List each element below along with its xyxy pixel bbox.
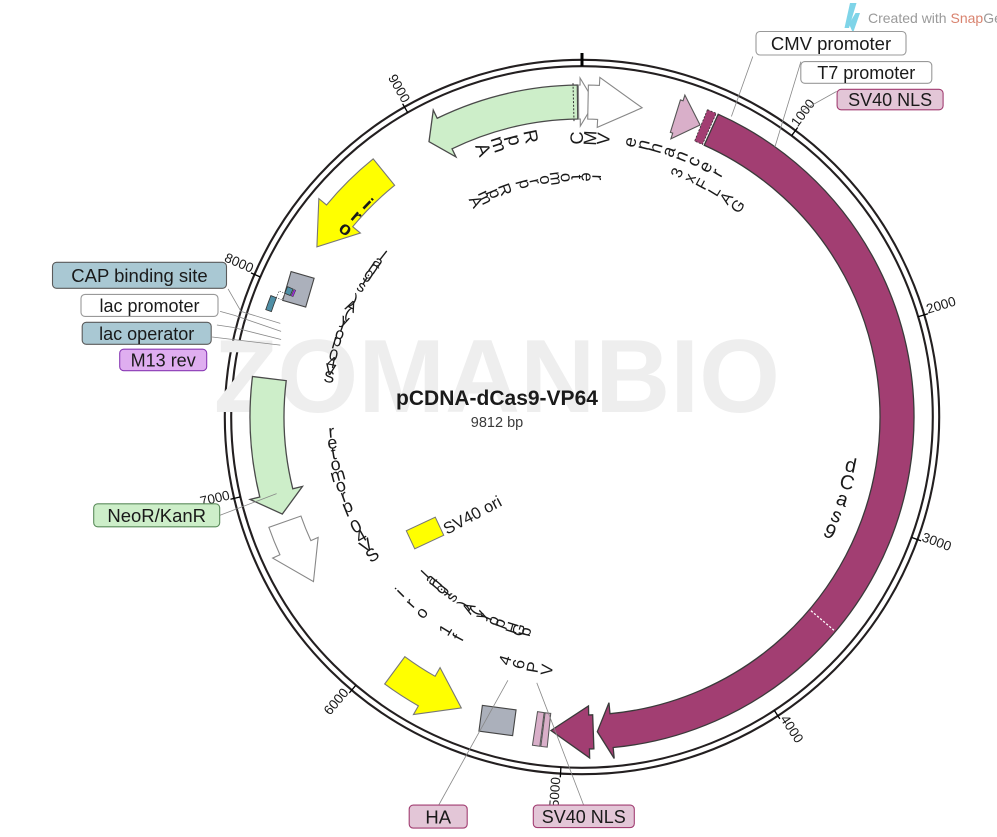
svg-text:lac promoter: lac promoter: [99, 296, 199, 316]
svg-text:HA: HA: [425, 806, 451, 827]
svg-text:CAP binding site: CAP binding site: [71, 265, 207, 286]
svg-text:9000: 9000: [385, 72, 413, 106]
svg-text:R: R: [518, 128, 541, 146]
svg-text:4: 4: [496, 653, 516, 667]
svg-text:4000: 4000: [777, 712, 806, 745]
svg-text:CMV promoter: CMV promoter: [771, 33, 891, 54]
svg-text:V: V: [593, 132, 614, 146]
svg-text:M13 rev: M13 rev: [131, 351, 196, 371]
svg-text:SV40 NLS: SV40 NLS: [848, 90, 932, 110]
svg-text:8000: 8000: [222, 250, 256, 276]
svg-text:9812 bp: 9812 bp: [471, 415, 523, 431]
svg-text:0: 0: [347, 515, 365, 537]
svg-text:i: i: [392, 585, 408, 601]
svg-text:3000: 3000: [920, 530, 953, 554]
svg-text:lac operator: lac operator: [99, 324, 194, 344]
svg-text:1000: 1000: [788, 96, 818, 129]
svg-text:NeoR/KanR: NeoR/KanR: [107, 505, 206, 526]
svg-text:R: R: [494, 181, 515, 198]
svg-text:2000: 2000: [924, 294, 957, 317]
svg-text:SV40 NLS: SV40 NLS: [542, 807, 626, 827]
svg-text:r: r: [707, 165, 727, 180]
svg-text:pCDNA-dCas9-VP64: pCDNA-dCas9-VP64: [396, 387, 598, 410]
svg-text:T7 promoter: T7 promoter: [817, 63, 915, 83]
svg-text:6000: 6000: [321, 685, 352, 718]
svg-text:Created with SnapGene®: Created with SnapGene®: [868, 10, 997, 26]
svg-text:5000: 5000: [546, 777, 563, 808]
svg-text:SV40 ori: SV40 ori: [440, 493, 504, 539]
svg-text:9: 9: [820, 520, 840, 545]
